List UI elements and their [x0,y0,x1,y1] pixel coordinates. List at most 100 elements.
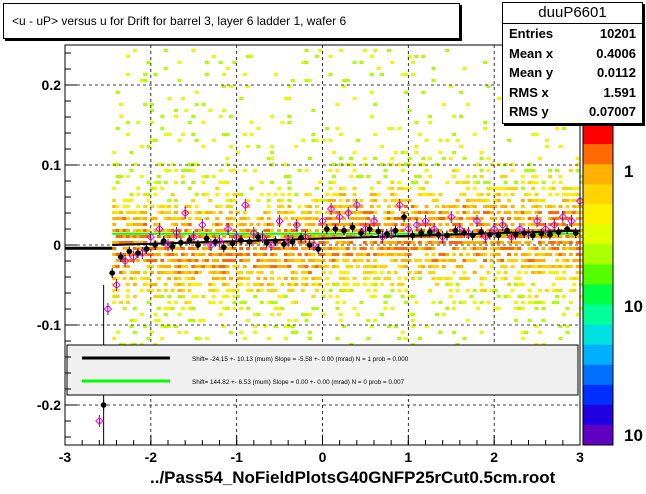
heatmap-cell [225,295,230,298]
heatmap-cell [314,289,319,292]
heatmap-cell [228,205,233,208]
heatmap-cell [424,253,429,256]
heatmap-cell [462,241,467,244]
heatmap-cell [510,193,515,196]
heatmap-cell [565,241,570,244]
heatmap-cell [575,193,580,196]
heatmap-cell [318,223,323,226]
heatmap-cell [359,259,364,262]
heatmap-cell [421,187,426,190]
heatmap-cell [507,187,511,190]
stats-row: Entries 10201 [503,24,642,44]
heatmap-cell [513,319,518,322]
heatmap-cell [417,259,422,262]
heatmap-cell [153,259,158,262]
heatmap-cell [273,259,278,262]
heatmap-cell [132,229,137,232]
heatmap-cell [201,211,206,214]
heatmap-cell [335,241,340,244]
heatmap-cell [445,277,450,280]
heatmap-cell [170,307,175,310]
heatmap-cell [479,265,484,268]
profile-open-point [498,220,507,230]
heatmap-cell [256,127,261,130]
heatmap-cell [201,175,206,178]
heatmap-cell [325,217,330,220]
heatmap-cell [369,91,374,94]
profile-open-point [155,224,164,234]
heatmap-cell [318,253,323,256]
heatmap-cell [211,301,216,304]
heatmap-cell [170,163,175,166]
heatmap-cell [359,223,364,226]
heatmap-cell [167,265,172,268]
heatmap-cell [462,205,467,208]
heatmap-cell [362,223,367,226]
profile-open-point [120,256,130,266]
heatmap-cell [428,175,433,178]
heatmap-cell [239,97,244,100]
heatmap-cell [129,193,134,196]
heatmap-cell [520,307,525,310]
heatmap-cell [373,103,378,106]
heatmap-cell [527,253,532,256]
legend-black-text: Shift= -24.15 +- 10.13 (mum) Slope = -5.… [192,356,409,363]
heatmap-cell [174,211,178,214]
heatmap-cell [153,253,158,256]
heatmap-cell [465,277,470,280]
heatmap-cell [280,193,285,196]
heatmap-cell [551,211,556,214]
heatmap-cell [125,229,130,232]
heatmap-cell [150,103,154,106]
heatmap-cell [290,271,295,274]
heatmap-cell [520,331,525,334]
heatmap-cell [112,217,117,220]
profile-open-point [352,200,362,210]
heatmap-cell [153,187,158,190]
heatmap-cell [417,211,422,214]
heatmap-cell [537,199,542,202]
heatmap-cell [311,199,316,202]
heatmap-cell [527,259,532,262]
heatmap-cell [266,205,271,208]
heatmap-cell [150,205,154,208]
heatmap-cell [225,163,230,166]
heatmap-cell [246,145,251,148]
profile-black-point [169,243,176,250]
heatmap-cell [294,319,299,322]
heatmap-cell [283,259,288,262]
heatmap-cell [404,277,408,280]
heatmap-cell [304,205,309,208]
heatmap-cell [537,301,542,304]
heatmap-cell [342,205,347,208]
heatmap-cell [136,271,141,274]
heatmap-cell [215,193,220,196]
heatmap-cell [417,277,422,280]
heatmap-cell [404,211,408,214]
heatmap-cell [479,247,484,250]
heatmap-cell [434,205,439,208]
heatmap-cell [225,199,230,202]
heatmap-cell [180,97,185,100]
heatmap-cell [201,295,206,298]
heatmap-cell [253,265,257,268]
heatmap-cell [393,253,398,256]
heatmap-cell [194,337,199,340]
heatmap-cell [496,193,501,196]
profile-black-point [272,238,279,244]
heatmap-cell [163,169,168,172]
profile-black-point [461,230,467,236]
heatmap-cell [335,247,340,250]
heatmap-cell [294,277,299,280]
heatmap-cell [342,79,347,82]
heatmap-cell [352,229,357,232]
heatmap-cell [211,55,216,58]
heatmap-cell [441,241,446,244]
heatmap-cell [541,319,546,322]
heatmap-cell [180,133,185,136]
heatmap-cell [551,181,556,184]
heatmap-cell [486,229,491,232]
heatmap-cell [342,193,347,196]
heatmap-cell [548,271,553,274]
heatmap-cell [218,271,223,274]
